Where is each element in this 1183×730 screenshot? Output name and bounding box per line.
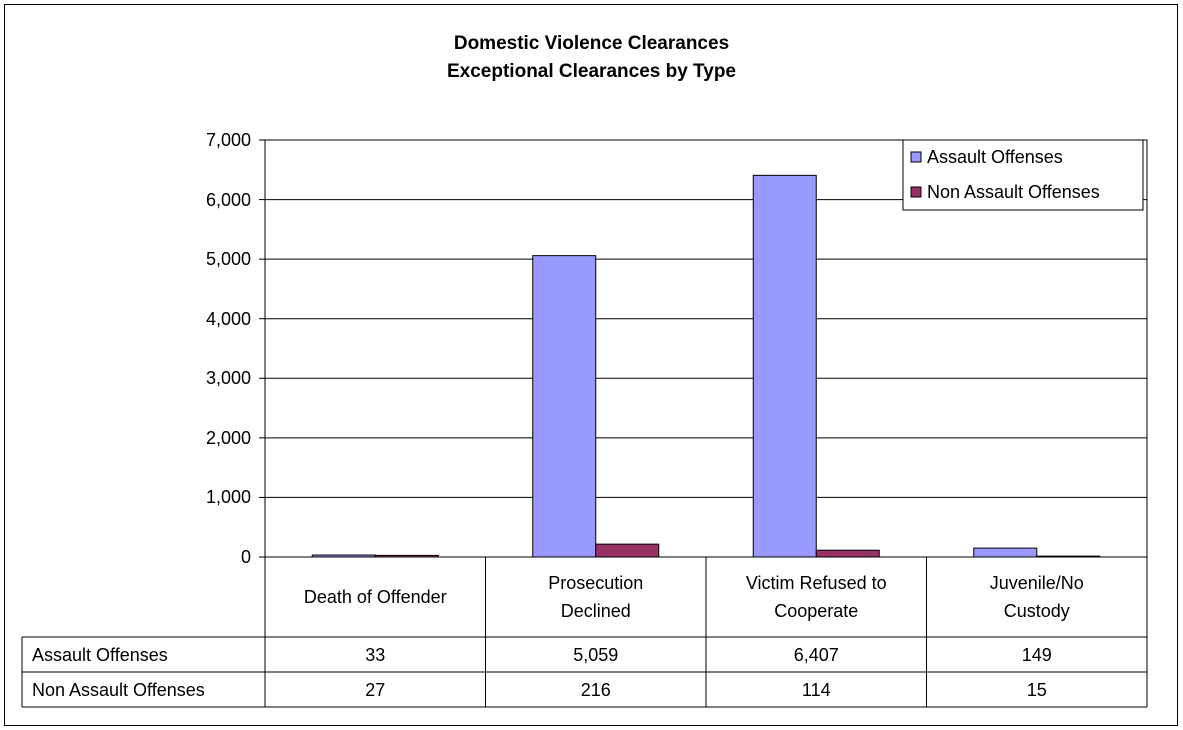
table-value: 27	[365, 679, 386, 700]
bar	[1036, 555, 1101, 558]
bar	[532, 255, 597, 558]
y-tick-label: 2,000	[205, 427, 251, 448]
legend-label: Assault Offenses	[927, 147, 1063, 167]
y-tick-label: 6,000	[205, 189, 251, 210]
y-tick-label: 7,000	[205, 130, 251, 150]
table-value: 6,407	[793, 644, 839, 665]
x-tick-label: Juvenile/No Custody	[989, 573, 1084, 621]
x-tick-label: Prosecution Declined	[548, 573, 644, 621]
legend-box	[902, 139, 1144, 211]
legend-key	[910, 186, 922, 198]
chart-subtitle: Exceptional Clearances by Type	[447, 61, 736, 82]
y-tick-label: 4,000	[205, 308, 251, 329]
bar	[595, 543, 660, 558]
x-tick-label: Death of Offender	[303, 587, 447, 607]
table-value: 114	[801, 679, 831, 700]
y-tick-label: 5,000	[205, 249, 251, 270]
bar	[311, 554, 376, 558]
bar	[973, 547, 1038, 558]
bar	[752, 174, 817, 558]
y-tick-label: 1,000	[205, 487, 251, 508]
table-row-label: Non Assault Offenses	[32, 679, 205, 700]
chart-title: Domestic Violence Clearances	[453, 33, 730, 54]
table-value: 149	[1021, 644, 1052, 665]
table-value: 216	[580, 679, 611, 700]
legend-key	[910, 151, 922, 163]
table-value: 33	[365, 644, 386, 665]
bar	[374, 554, 439, 558]
table-row-label: Assault Offenses	[32, 644, 168, 665]
legend-label: Non Assault Offenses	[927, 182, 1100, 202]
table-value: 5,059	[573, 644, 619, 665]
y-tick-label: 0	[240, 547, 251, 567]
x-tick-label: Victim Refused to Cooperate	[745, 573, 887, 621]
y-tick-label: 3,000	[205, 368, 251, 389]
bar	[815, 549, 880, 558]
table-value: 15	[1026, 679, 1047, 700]
